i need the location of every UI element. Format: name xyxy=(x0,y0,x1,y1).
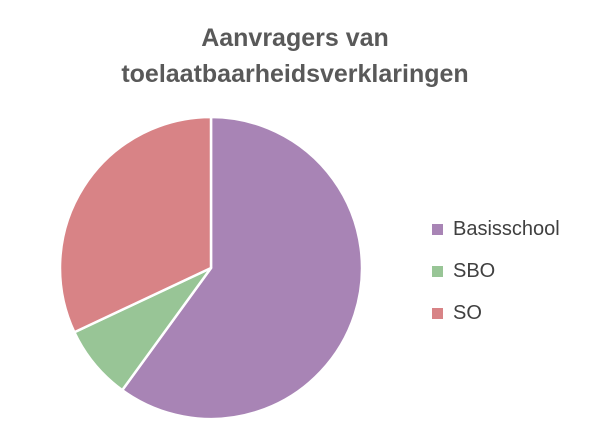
legend-label-sbo: SBO xyxy=(453,259,496,282)
legend-item-basisschool: Basisschool xyxy=(432,208,560,250)
legend-swatch-sbo xyxy=(432,265,443,277)
pie-slice-basisschool xyxy=(120,115,364,421)
legend-swatch-so xyxy=(432,307,443,319)
legend-item-so: SO xyxy=(432,292,560,334)
legend-swatch-basisschool xyxy=(432,223,443,235)
chart-legend: Basisschool SBO SO xyxy=(432,208,560,334)
chart-title-line-1: Aanvragers van xyxy=(201,24,389,52)
chart-title: Aanvragers van toelaatbaarheidsverklarin… xyxy=(0,20,590,92)
legend-label-so: SO xyxy=(453,301,482,324)
legend-label-basisschool: Basisschool xyxy=(453,217,560,240)
legend-item-sbo: SBO xyxy=(432,250,560,292)
chart-title-line-2: toelaatbaarheidsverklaringen xyxy=(121,60,469,88)
pie-slice-so xyxy=(58,115,213,334)
